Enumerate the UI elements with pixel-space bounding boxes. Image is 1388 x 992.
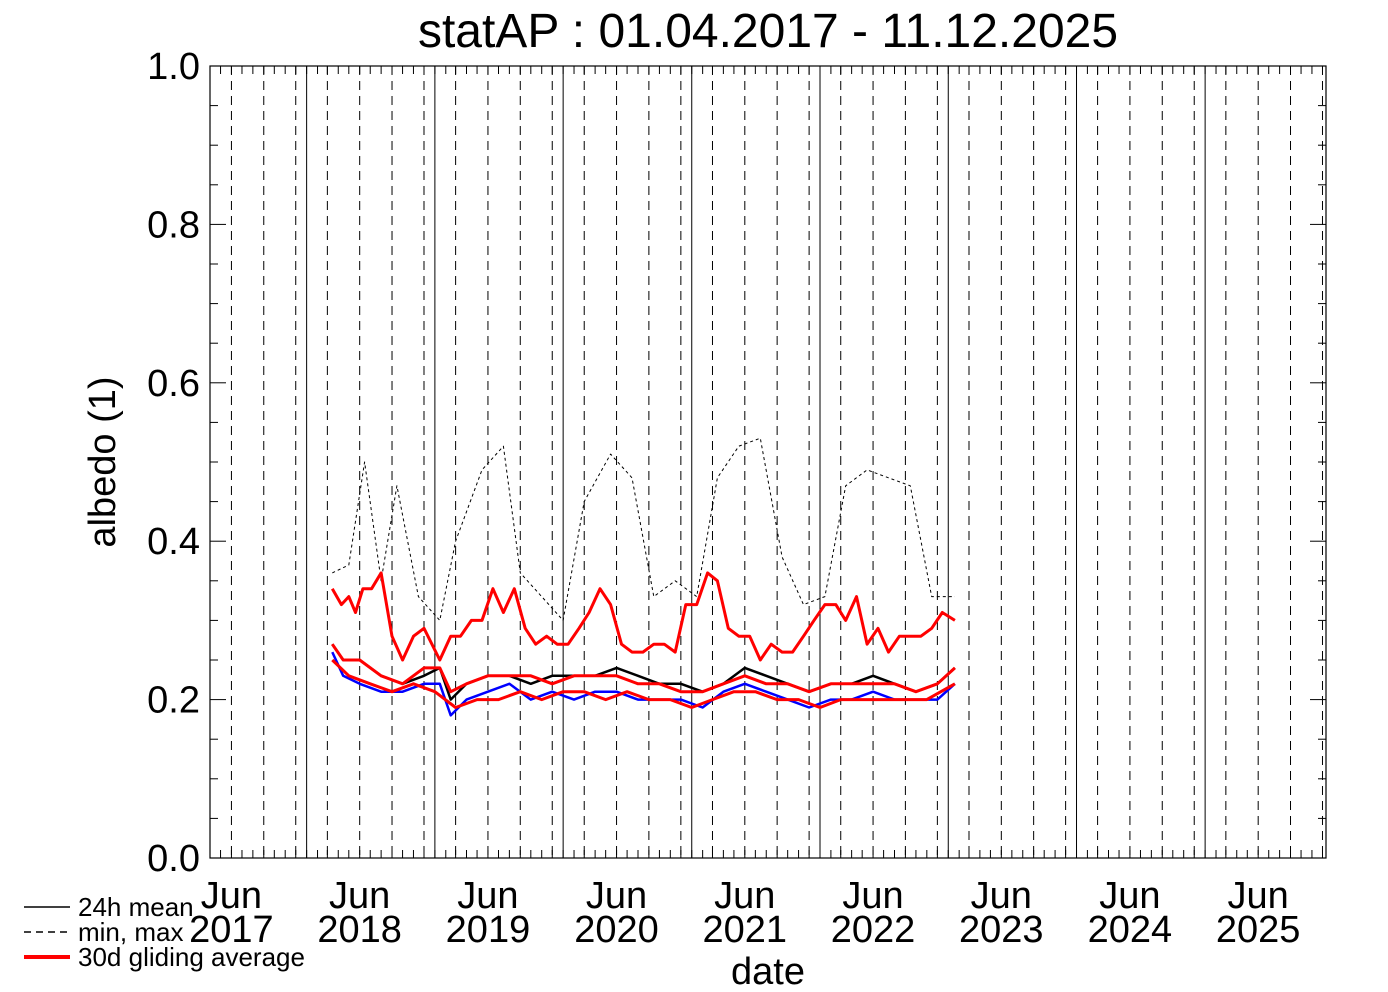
x-tick-month: Jun [714, 875, 775, 917]
y-axis-label: albedo (1) [82, 376, 124, 547]
x-tick-month: Jun [586, 875, 647, 917]
series-layer [330, 437, 956, 717]
legend-label: min, max [78, 917, 183, 947]
series-line-30d-gliding-average-24h-mean [331, 643, 956, 694]
x-tick-year: 2019 [446, 909, 531, 951]
series-line-30d-gliding-average [330, 571, 956, 662]
y-tick-label: 0.0 [147, 838, 200, 880]
legend-label: 24h mean [78, 892, 194, 922]
x-tick-month: Jun [971, 875, 1032, 917]
x-tick-month: Jun [457, 875, 518, 917]
x-tick-year: 2022 [831, 909, 916, 951]
y-tick-labels: 0.0 0.2 0.4 0.6 0.8 1.0 [147, 46, 200, 880]
x-tick-year: 2018 [317, 909, 402, 951]
series-line-max [332, 437, 955, 621]
axis-ticks [209, 65, 1326, 859]
y-tick-label: 1.0 [147, 46, 200, 88]
y-tick-label: 0.6 [147, 363, 200, 405]
x-tick-month: Jun [329, 875, 390, 917]
x-tick-year: 2017 [189, 909, 274, 951]
legend-label: 30d gliding average [78, 942, 305, 972]
gridlines [230, 66, 1323, 858]
x-tick-year: 2025 [1216, 909, 1301, 951]
x-tick-labels: Jun2017Jun2018Jun2019Jun2020Jun2021Jun20… [189, 875, 1300, 951]
x-tick-month: Jun [1099, 875, 1160, 917]
x-tick-year: 2023 [959, 909, 1044, 951]
series-line-30d-gliding-average-min [331, 658, 956, 709]
x-tick-month: Jun [201, 875, 262, 917]
x-tick-year: 2024 [1088, 909, 1173, 951]
x-tick-month: Jun [842, 875, 903, 917]
x-tick-year: 2020 [574, 909, 659, 951]
y-tick-label: 0.2 [147, 680, 200, 722]
y-tick-label: 0.4 [147, 521, 200, 563]
x-tick-year: 2021 [703, 909, 788, 951]
x-tick-month: Jun [1228, 875, 1289, 917]
x-axis-label: date [731, 951, 805, 992]
y-tick-label: 0.8 [147, 204, 200, 246]
plot-frame [209, 65, 1327, 859]
chart-title: statAP : 01.04.2017 - 11.12.2025 [418, 5, 1118, 58]
